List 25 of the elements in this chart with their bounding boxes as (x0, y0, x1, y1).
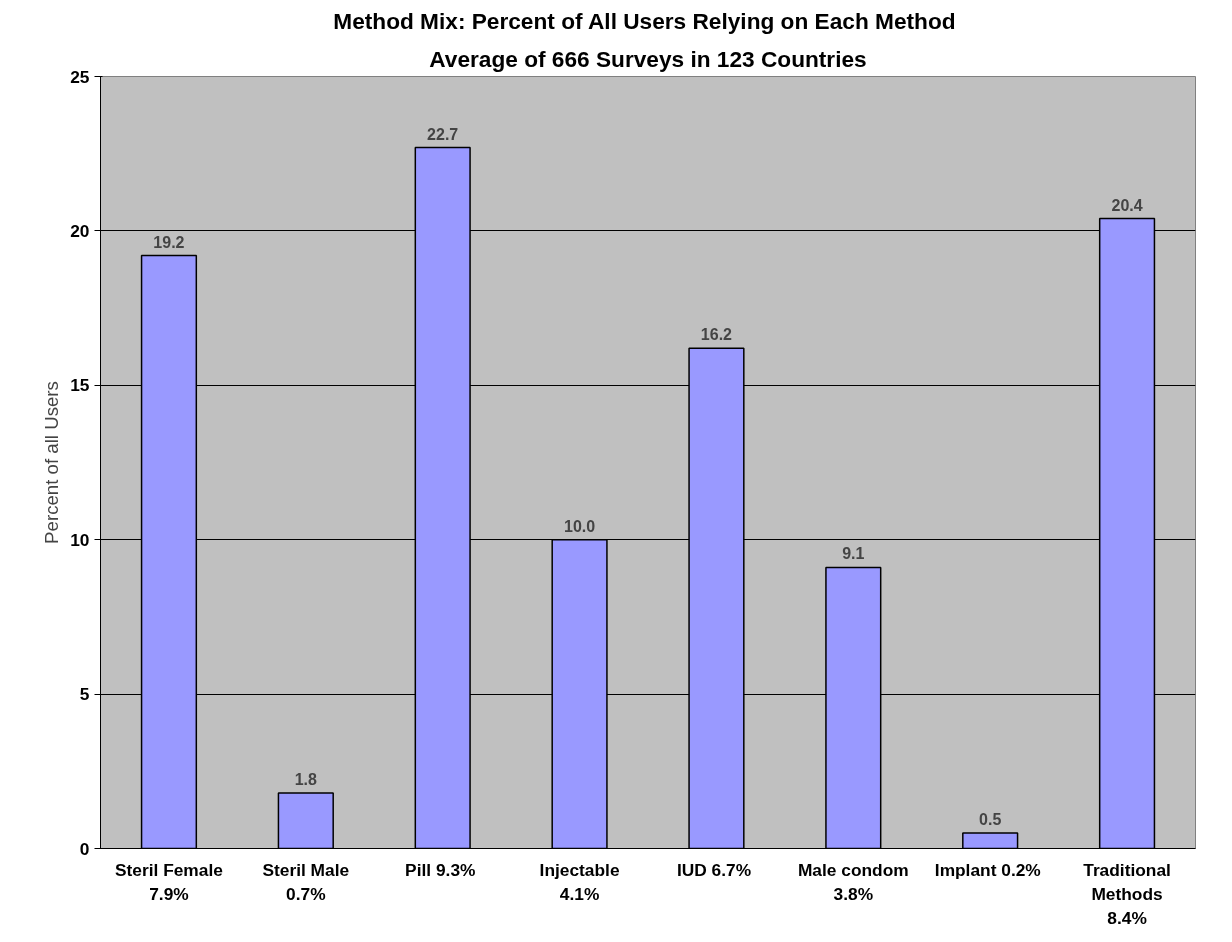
y-tick-label: 20 (70, 220, 90, 241)
chart-subtitle: Average of 666 Surveys in 123 Countries (429, 45, 867, 72)
x-tick-label: Steril Female 7.9% (115, 859, 224, 904)
data-label: 1.8 (294, 770, 318, 788)
y-axis-title: Percent of all Users (41, 381, 63, 544)
y-tick-label: 10 (70, 529, 90, 550)
data-label: 0.5 (979, 811, 1002, 829)
y-tick-label: 15 (70, 375, 90, 396)
x-tick-label: Traditional Methods 8.4% (1083, 859, 1171, 928)
data-label: 16.2 (700, 326, 733, 344)
x-tick-label: IUD 6.7% (676, 859, 752, 880)
chart-title: Method Mix: Percent of All Users Relying on Each Method (333, 7, 956, 34)
x-tick-label: Implant 0.2% (934, 859, 1041, 880)
data-label: 10.0 (563, 517, 596, 535)
data-label: 19.2 (153, 233, 185, 251)
y-tick-label: 5 (79, 684, 90, 705)
data-label: 20.4 (1111, 196, 1143, 214)
y-tick-label: 0 (79, 838, 90, 859)
data-label: 9.1 (842, 545, 865, 563)
data-label: 22.7 (427, 125, 459, 143)
x-tick-label: Injectable 4.1% (539, 859, 620, 904)
x-tick-label: Steril Male 0.7% (262, 859, 350, 904)
x-tick-label: Male condom 3.8% (797, 859, 909, 904)
x-tick-label: Pill 9.3% (405, 859, 476, 880)
y-tick-label: 25 (70, 66, 90, 87)
